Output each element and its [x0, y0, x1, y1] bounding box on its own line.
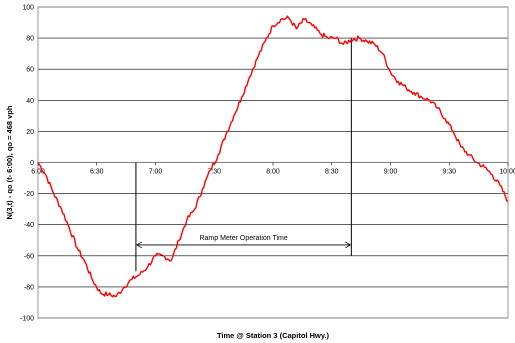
- x-tick-label: 8:00: [266, 169, 280, 176]
- ramp-meter-annotation: Ramp Meter Operation Time: [135, 38, 352, 272]
- y-tick-label: -20: [24, 191, 34, 198]
- x-tick-label: 7:30: [207, 169, 221, 176]
- x-tick-label: 8:30: [325, 169, 339, 176]
- ramp-meter-annotation-label: Ramp Meter Operation Time: [199, 235, 287, 242]
- arrowhead-left-icon: [136, 241, 143, 249]
- x-tick-label: 9:30: [442, 169, 456, 176]
- x-tick-labels: 6:00 6:30 7:00 7:30 8:00 8:30 9:00 9:30 10:00: [31, 162, 515, 176]
- arrowhead-right-icon: [345, 241, 352, 249]
- y-tick-label: 40: [26, 98, 34, 105]
- series-line: [37, 15, 509, 298]
- y-tick-labels: -100 -80 -60 -40 -20 0 20 40 60 80 100: [20, 5, 34, 323]
- x-axis-label: Time @ Station 3 (Capitol Hwy.): [217, 331, 330, 340]
- x-tick-label: 9:00: [384, 169, 398, 176]
- y-tick-label: -80: [24, 284, 34, 291]
- y-tick-label: 100: [22, 5, 34, 12]
- y-axis-label: N(3,t) - qo (t- 6:00), qo = 468 vph: [5, 105, 14, 219]
- y-tick-label: -60: [24, 253, 34, 260]
- x-tick-label: 10:00: [499, 169, 515, 176]
- x-tick-label: 7:00: [149, 169, 163, 176]
- y-tick-label: 0: [30, 160, 34, 167]
- x-tick-label: 6:00: [31, 169, 45, 176]
- y-tick-label: -100: [20, 316, 34, 323]
- x-tick-label: 6:30: [90, 169, 104, 176]
- y-tick-label: -40: [24, 222, 34, 229]
- y-tick-label: 20: [26, 129, 34, 136]
- y-tick-label: 60: [26, 67, 34, 74]
- y-tick-label: 80: [26, 36, 34, 43]
